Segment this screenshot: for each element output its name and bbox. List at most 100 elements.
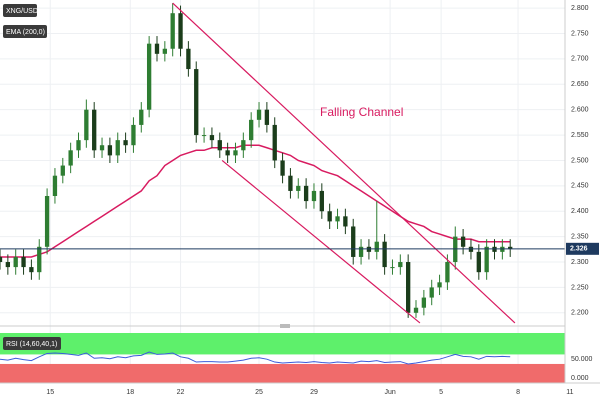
candle-body [131,124,136,146]
candle-body [264,109,270,125]
candle-body [445,262,450,283]
candle-body [303,185,309,202]
x-tick-label: 18 [126,389,134,396]
candle-body [225,150,230,156]
y-tick-label: 2.800 [571,5,589,12]
candle-body [194,69,199,136]
candle-body [146,43,152,110]
candle-body [296,185,301,191]
candle-body [468,246,474,252]
candle-body [492,246,497,252]
candle-body [76,140,81,151]
trendline [221,159,421,324]
candle-body [209,135,215,141]
rsi-upper-zone [0,333,565,355]
candle-body [37,246,42,273]
y-tick-label: 2.400 [571,208,589,215]
candle-body [406,262,411,313]
candle-body [107,145,113,156]
candle-body [21,256,26,268]
rsi-tick-label: 0.000 [571,375,589,382]
candle-body [99,145,105,151]
candle-body [201,135,207,137]
rsi-badge [3,337,61,350]
symbol-label: XNG/USD [6,8,38,15]
rsi-panel [0,333,568,384]
plot-area: Falling Channel [0,2,565,324]
x-tick-label: 22 [177,389,185,396]
candle-body [476,251,481,273]
y-tick-label: 2.250 [571,284,589,291]
symbol-badge [3,4,37,17]
rsi-tick-label: 50.000 [571,356,593,363]
candle-body [508,246,513,249]
y-tick-label: 2.350 [571,233,589,240]
candle-body [382,241,387,268]
candle-body [241,140,246,151]
candle-body [52,175,58,197]
candle-body [29,267,34,273]
price-axis-strip [565,0,600,400]
ema-badge [3,25,47,38]
y-tick-label: 2.750 [571,30,589,37]
candle-body [366,246,372,252]
candle-body [92,109,97,151]
resize-handle[interactable] [280,324,290,328]
ema-line [0,144,511,258]
candle-body [233,150,238,156]
candle-body [44,196,50,247]
candle-body [288,175,293,191]
x-tick-label: Jun [384,389,395,396]
candle-body [500,246,505,252]
y-tick-label: 2.300 [571,259,589,266]
x-tick-label: 5 [439,389,443,396]
y-tick-label: 2.550 [571,132,589,139]
candle-body [0,256,3,263]
trendline [172,2,516,324]
y-tick-label: 2.600 [571,107,589,114]
candle-body [421,297,427,308]
x-tick-label: 8 [516,389,520,396]
candle-body [358,246,364,257]
candle-body [280,160,285,176]
candle-body [115,140,120,156]
last-price-box [566,242,599,255]
y-tick-label: 2.450 [571,183,589,190]
x-tick-label: 29 [310,389,318,396]
candle-body [374,241,379,252]
candle-body [13,256,18,268]
x-tick-label: 15 [46,389,54,396]
last-price-label: 2.326 [570,246,588,253]
x-tick-label: 25 [255,389,263,396]
y-tick-label: 2.700 [571,56,589,63]
candle-body [343,216,348,227]
candle-body [154,43,160,54]
candle-body [460,236,466,247]
candle-body [217,140,222,151]
candle-body [351,226,356,257]
annotation: Falling Channel [320,105,403,119]
rsi-lower-zone [0,363,565,383]
x-tick-label: 11 [566,389,573,396]
candle-body [437,282,442,288]
candle-body [178,13,183,49]
candle-body [60,165,65,176]
candle-body [413,307,419,313]
rsi-line [0,351,511,365]
candle-body [453,236,458,263]
candle-body [162,48,167,54]
candle-body [84,109,89,141]
candle-body [139,109,144,125]
candle-body [272,124,277,161]
candle-body [186,48,191,70]
candle-body [390,267,395,269]
ema-label: EMA (200,0) [6,29,45,36]
candle-body [311,190,317,202]
rsi-label: RSI (14,60,40,1) [6,341,57,348]
candle-body [319,190,324,212]
candle-body [68,150,73,166]
candle-body [256,109,262,120]
candle-body [123,140,128,146]
